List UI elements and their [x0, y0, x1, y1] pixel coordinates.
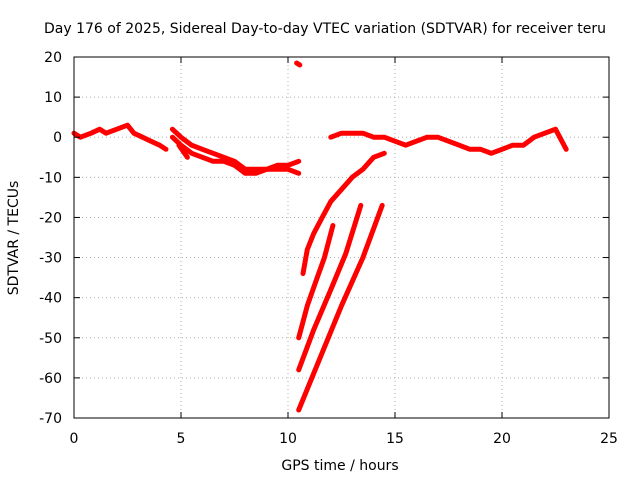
y-tick-label: -60: [39, 371, 62, 387]
y-tick-label: -50: [39, 331, 62, 347]
plot-frame: [73, 56, 610, 419]
y-tick-label: 0: [53, 130, 62, 146]
data-series: [71, 60, 569, 413]
series-afternoon-cluster: [328, 126, 569, 156]
x-tick-label: 0: [70, 431, 79, 447]
y-tick-label: -70: [39, 411, 62, 427]
series-pre-event-band-lower: [169, 134, 302, 176]
y-tick-label: -20: [39, 210, 62, 226]
x-tick-label: 25: [600, 431, 618, 447]
series-isolated-point: [294, 60, 303, 68]
y-tick-label: 20: [44, 50, 62, 66]
series-pre-event-band-upper: [169, 126, 302, 172]
y-axis-label: SDTVAR / TECUs: [6, 181, 22, 296]
y-tick-label: -40: [39, 291, 62, 307]
x-tick-labels: 0 5 10 15 20 25: [70, 431, 618, 447]
series-morning-cluster: [71, 122, 169, 152]
y-tick-label: -10: [39, 170, 62, 186]
x-axis-label: GPS time / hours: [281, 458, 398, 474]
y-tick-label: -30: [39, 251, 62, 267]
grid-lines: [74, 57, 609, 418]
x-tick-label: 10: [279, 431, 297, 447]
y-tick-label: 10: [44, 90, 62, 106]
x-tick-label: 15: [386, 431, 404, 447]
x-tick-label: 20: [493, 431, 511, 447]
x-tick-label: 5: [177, 431, 186, 447]
series-plunge-line-1: [296, 223, 336, 341]
axis-ticks: [73, 56, 610, 419]
series-recovery-arc: [300, 150, 387, 277]
series-steep-branch-a: [176, 142, 190, 160]
chart-title: Day 176 of 2025, Sidereal Day-to-day VTE…: [44, 21, 606, 37]
y-tick-labels: -70 -60 -50 -40 -30 -20 -10 0 10 20: [39, 50, 62, 427]
series-plunge-line-2: [296, 202, 364, 373]
series-plunge-line-3: [296, 202, 385, 413]
